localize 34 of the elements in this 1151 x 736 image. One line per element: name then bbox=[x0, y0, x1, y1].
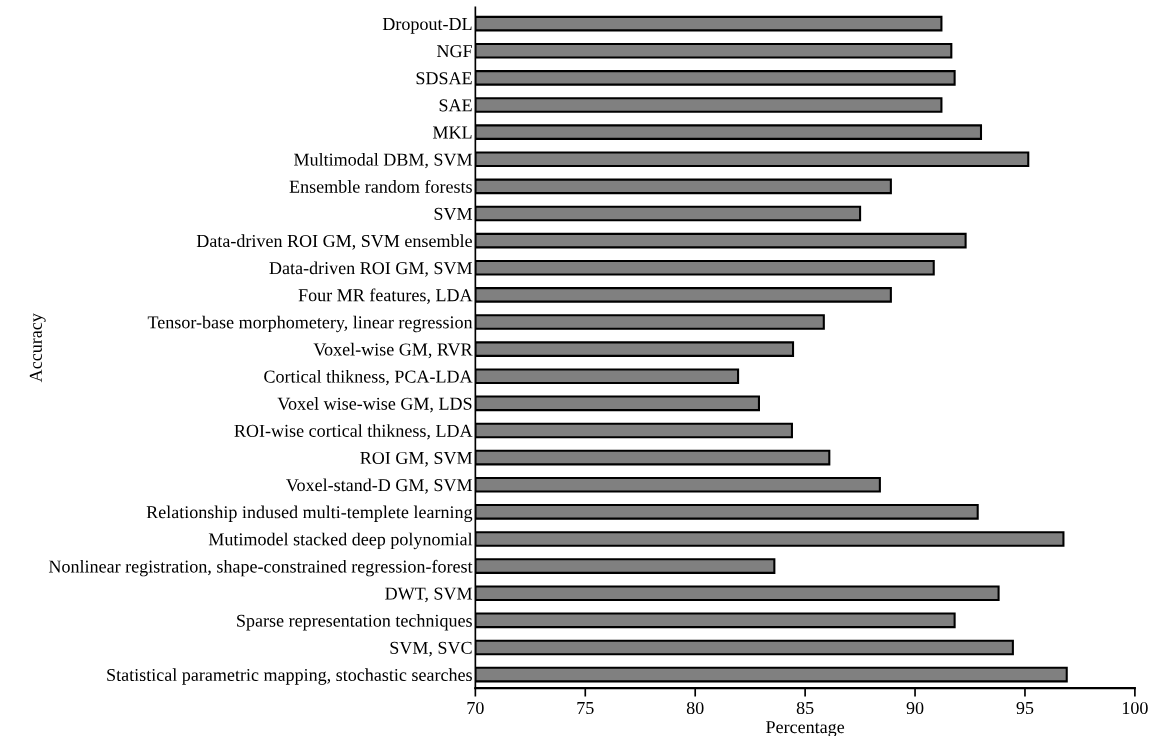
y-tick-label: Ensemble random forests bbox=[289, 179, 472, 193]
y-tick-label: NGF bbox=[436, 45, 472, 58]
y-tick-label: SDSAE bbox=[416, 72, 472, 85]
x-tick-label: 70 bbox=[467, 701, 484, 715]
y-tick-label: SVM bbox=[434, 207, 473, 221]
y-tick-label: Mutimodel stacked deep polynomial bbox=[208, 532, 473, 550]
y-tick-label: Tensor-base morphometery, linear regression bbox=[147, 315, 473, 333]
x-tick-label: 80 bbox=[686, 701, 704, 715]
x-tick-label: 85 bbox=[796, 701, 814, 715]
y-tick-label: MKL bbox=[432, 126, 472, 139]
y-tick-label: ROI GM, SVM bbox=[360, 451, 473, 467]
y-tick-label: Nonlinear registration, shape-constrained regression-forest bbox=[48, 559, 473, 577]
x-axis-title: Percentage bbox=[766, 721, 845, 736]
y-tick-label: Multimodal DBM, SVM bbox=[294, 152, 473, 169]
y-tick-label: SAE bbox=[439, 99, 472, 112]
y-tick-label: ROI-wise cortical thikness, LDA bbox=[234, 424, 473, 440]
x-tick-label: 90 bbox=[906, 701, 924, 715]
x-tick-label: 75 bbox=[577, 702, 594, 715]
x-tick-label: 100 bbox=[1122, 701, 1148, 715]
y-tick-label: Voxel-stand-D GM, SVM bbox=[286, 478, 473, 494]
y-tick-label: Statistical parametric mapping, stochastic searches bbox=[107, 668, 472, 685]
y-tick-label: Voxel-wise GM, RVR bbox=[313, 342, 473, 359]
y-tick-label: Data-driven ROI GM, SVM ensemble bbox=[196, 234, 472, 250]
y-tick-label: Dropout-DL bbox=[382, 18, 472, 34]
y-tick-label: Sparse representation techniques bbox=[237, 614, 472, 631]
y-tick-label: Voxel wise-wise GM, LDS bbox=[277, 397, 472, 413]
y-tick-label: SVM, SVC bbox=[390, 641, 472, 657]
y-tick-label: Relationship indused multi-templete learning bbox=[146, 505, 473, 523]
y-axis-title: Accuracy bbox=[29, 313, 46, 383]
y-tick-label: DWT, SVM bbox=[385, 587, 473, 603]
y-tick-label: Data-driven ROI GM, SVM bbox=[269, 261, 473, 277]
x-tick-label: 95 bbox=[1016, 701, 1034, 715]
y-tick-label: Cortical thikness, PCA-LDA bbox=[264, 369, 473, 386]
y-tick-label: Four MR features, LDA bbox=[298, 288, 473, 304]
